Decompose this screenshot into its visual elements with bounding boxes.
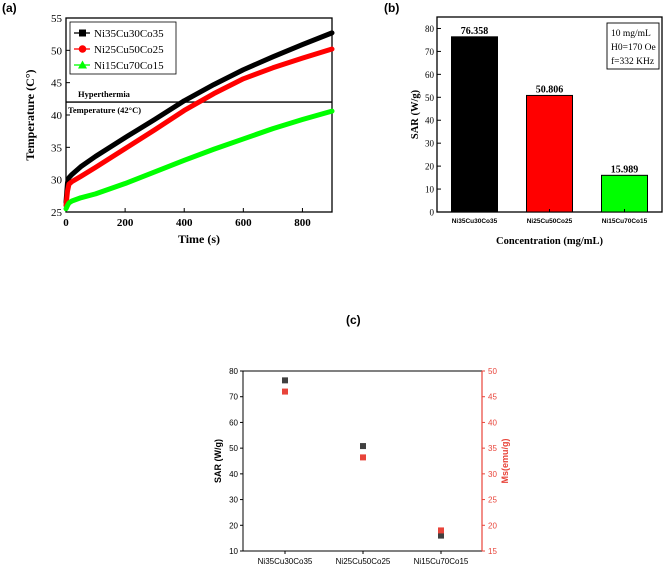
legend-marker-Ni35Cu30Co35	[79, 29, 86, 37]
y-tick-label-a-5: 50	[51, 45, 63, 57]
y-tick-label-a-1: 30	[51, 175, 63, 187]
y-axis-title-b: SAR (W/g)	[410, 89, 421, 139]
bar-value-label-Ni15Cu70Co15: 15.989	[611, 164, 639, 175]
y2-tick-label-c-5: 40	[488, 418, 497, 427]
y2-tick-label-c-4: 35	[488, 444, 497, 453]
bar-value-label-Ni25Cu50Co25: 50.806	[536, 84, 564, 95]
y2-axis-title-c: Ms(emu/g)	[500, 438, 510, 483]
series-line-Ni25Cu50Co25	[63, 46, 335, 209]
y-tick-label-a-6: 55	[51, 13, 63, 25]
x-tick-label-a-4: 800	[294, 217, 311, 229]
x-axis-title-b: Concentration (mg/mL)	[496, 236, 604, 247]
plot-frame-c	[242, 370, 483, 552]
y-tick-label-a-4: 45	[51, 78, 63, 90]
legend-label-Ni25Cu50Co25: Ni25Cu50Co25	[94, 44, 164, 56]
y-tick-label-c-3: 40	[229, 470, 238, 479]
y-tick-label-b-0: 0	[430, 208, 435, 218]
series-line-Ni35Cu30Co35	[63, 30, 335, 205]
bar-Ni25Cu50Co25	[526, 94, 573, 213]
annotation-concentration: 10 mg/mL	[611, 29, 651, 39]
x-tick-label-a-3: 600	[235, 217, 252, 229]
x-tick-label-a-0: 0	[63, 217, 69, 229]
y2-tick-label-c-2: 25	[488, 496, 497, 505]
x-tick-label-b-Ni25Cu50Co25: Ni25Cu50Co25	[527, 218, 573, 225]
point-SAR-Ni15Cu70Co15	[438, 532, 444, 539]
y-tick-label-b-5: 50	[425, 93, 435, 103]
x-tick-label-c-Ni25Cu50Co25: Ni25Cu50Co25	[336, 557, 391, 566]
x-tick-label-a-2: 400	[176, 217, 193, 229]
bar-Ni35Cu30Co35	[451, 36, 498, 213]
y-tick-label-b-1: 10	[425, 185, 435, 195]
legend-marker-Ni25Cu50Co25	[78, 45, 87, 53]
y-tick-label-b-4: 40	[425, 116, 435, 126]
x-tick-label-b-Ni15Cu70Co15: Ni15Cu70Co15	[602, 218, 648, 225]
y-tick-label-a-0: 25	[51, 207, 63, 219]
y-tick-label-b-8: 80	[425, 24, 435, 34]
y2-tick-label-c-0: 15	[488, 547, 497, 556]
y-tick-label-c-0: 10	[229, 547, 238, 556]
point-Ms-Ni25Cu50Co25	[360, 454, 366, 461]
panel-label-a: (a)	[2, 1, 17, 15]
y2-tick-label-c-3: 30	[488, 470, 497, 479]
point-SAR-Ni25Cu50Co25	[360, 443, 366, 450]
y-tick-label-c-2: 30	[229, 496, 238, 505]
y-tick-label-b-7: 70	[425, 47, 435, 57]
y-tick-label-c-4: 50	[229, 444, 238, 453]
y-tick-label-b-2: 20	[425, 162, 435, 172]
y-axis-title-a: Temperature (C°)	[23, 69, 37, 160]
bar-value-label-Ni35Cu30Co35: 76.358	[461, 26, 489, 37]
y-axis-title-c: SAR (W/g)	[213, 439, 223, 483]
y-tick-label-c-7: 80	[229, 367, 238, 376]
x-tick-label-a-1: 200	[117, 217, 134, 229]
point-SAR-Ni35Cu30Co35	[282, 377, 288, 384]
legend-label-Ni15Cu70Co15: Ni15Cu70Co15	[94, 60, 164, 72]
x-tick-label-c-Ni35Cu30Co35: Ni35Cu30Co35	[258, 557, 313, 566]
y-tick-label-c-6: 70	[229, 393, 238, 402]
condition-annotation-box	[606, 22, 660, 70]
y-tick-label-a-2: 35	[51, 142, 63, 154]
legend-marker-Ni15Cu70Co15	[78, 60, 87, 69]
y-tick-label-c-1: 20	[229, 521, 238, 530]
y2-tick-label-c-1: 20	[488, 521, 497, 530]
hyperthermia-temperature-label: Temperature (42°C)	[68, 105, 141, 115]
panel-label-b: (b)	[384, 1, 400, 15]
y-tick-label-b-6: 60	[425, 70, 435, 80]
legend-label-Ni35Cu30Co35: Ni35Cu30Co35	[94, 28, 164, 40]
y-tick-label-c-5: 60	[229, 418, 238, 427]
y-tick-label-a-3: 40	[51, 110, 63, 122]
point-Ms-Ni15Cu70Co15	[438, 527, 444, 534]
point-Ms-Ni35Cu30Co35	[282, 388, 288, 395]
annotation-frequency: f=332 KHz	[611, 56, 654, 67]
panel-label-c: (c)	[346, 313, 361, 327]
bar-Ni15Cu70Co15	[601, 174, 648, 213]
series-line-Ni15Cu70Co15	[63, 108, 335, 212]
x-tick-label-b-Ni35Cu30Co35: Ni35Cu30Co35	[452, 218, 498, 225]
x-tick-label-c-Ni15Cu70Co15: Ni15Cu70Co15	[414, 557, 469, 566]
hyperthermia-label: Hyperthermia	[78, 89, 131, 99]
y2-tick-label-c-7: 50	[488, 367, 497, 376]
y2-tick-label-c-6: 45	[488, 393, 497, 402]
y-tick-label-b-3: 30	[425, 139, 435, 149]
annotation-field: H0=170 Oe	[611, 43, 656, 53]
x-axis-title-a: Time (s)	[178, 232, 220, 246]
